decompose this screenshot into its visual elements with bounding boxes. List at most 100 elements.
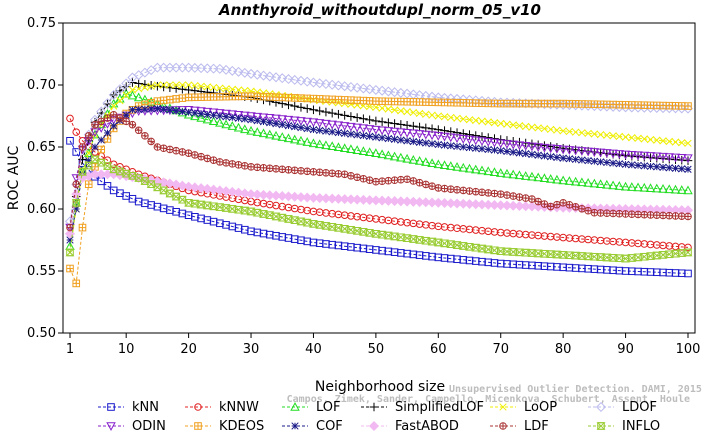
data-point <box>389 87 400 98</box>
data-point <box>658 152 668 162</box>
legend-item: kNNW <box>185 400 259 415</box>
data-point <box>291 123 299 131</box>
data-point <box>133 92 144 102</box>
data-point <box>395 196 406 207</box>
data-point <box>545 174 556 183</box>
data-point <box>584 129 592 138</box>
data-point <box>478 117 486 125</box>
series-KDEOS <box>66 92 692 288</box>
data-point <box>277 73 288 84</box>
data-point <box>389 127 400 137</box>
data-point <box>71 199 81 207</box>
y-tick-label: 0.55 <box>27 264 56 279</box>
data-point <box>239 67 250 78</box>
data-point <box>358 146 369 156</box>
data-point <box>653 136 661 144</box>
data-point <box>347 130 355 138</box>
data-point <box>646 162 655 170</box>
data-point <box>684 165 692 173</box>
data-point <box>384 176 393 185</box>
data-point <box>414 130 425 139</box>
data-point <box>277 132 287 141</box>
data-point <box>240 162 249 170</box>
data-point <box>603 131 611 139</box>
data-point <box>378 104 386 112</box>
data-point <box>252 127 263 136</box>
data-point <box>683 154 693 164</box>
x-tick-label: 70 <box>492 342 509 357</box>
data-point <box>339 143 350 153</box>
data-point <box>484 189 493 197</box>
data-point <box>240 92 249 101</box>
data-point <box>321 140 331 150</box>
data-point <box>252 112 263 122</box>
data-point <box>658 251 668 259</box>
data-point <box>314 78 325 89</box>
data-point <box>515 149 524 157</box>
data-point <box>327 141 337 151</box>
data-point <box>197 110 205 118</box>
data-point <box>571 202 580 211</box>
legend-marker <box>499 422 507 430</box>
data-point <box>553 126 561 134</box>
data-point <box>114 84 125 95</box>
data-point <box>458 135 469 144</box>
data-point <box>614 150 625 159</box>
data-point <box>522 122 530 131</box>
legend-marker <box>194 422 202 430</box>
data-point <box>533 172 543 182</box>
data-point <box>103 114 112 122</box>
data-point <box>539 249 549 258</box>
x-tick-label: 80 <box>555 342 572 357</box>
data-point <box>172 95 180 103</box>
x-tick-label: 40 <box>305 342 322 357</box>
data-point <box>384 105 393 113</box>
data-point <box>465 116 474 124</box>
data-point <box>159 186 169 195</box>
data-point <box>495 139 506 149</box>
data-point <box>159 96 168 105</box>
data-point <box>633 253 643 262</box>
data-point <box>353 101 361 109</box>
data-point <box>265 114 275 123</box>
data-point <box>283 191 294 202</box>
legend-label: ODIN <box>132 419 166 434</box>
data-point <box>422 139 430 147</box>
data-point <box>233 110 244 120</box>
legend: kNN kNNW LOF SimplifiedLOF LoOP LDOF ODIN KDEOS… <box>98 400 660 434</box>
data-point <box>577 147 587 156</box>
data-point <box>533 143 543 152</box>
data-point <box>196 63 207 74</box>
data-point <box>189 182 200 193</box>
data-point <box>265 129 275 139</box>
data-point <box>465 243 475 251</box>
data-point <box>433 159 444 169</box>
data-point <box>664 153 675 162</box>
data-point <box>259 164 268 172</box>
data-point <box>403 175 411 184</box>
data-point <box>503 147 511 156</box>
data-point <box>664 184 675 194</box>
data-point <box>495 168 506 177</box>
data-point <box>546 202 555 211</box>
data-point <box>128 120 137 129</box>
data-point <box>621 210 630 218</box>
data-point <box>334 169 343 178</box>
data-point <box>216 84 224 92</box>
data-point <box>453 142 461 151</box>
data-point <box>184 199 194 207</box>
data-point <box>684 243 692 252</box>
data-point <box>397 107 405 115</box>
data-point <box>284 93 293 102</box>
data-point <box>272 165 280 173</box>
data-point <box>390 119 399 128</box>
data-point <box>327 193 338 204</box>
data-point <box>166 106 174 114</box>
data-point <box>164 178 175 189</box>
data-point <box>645 183 656 192</box>
data-point <box>208 108 219 118</box>
data-point <box>639 151 650 161</box>
data-point <box>116 114 124 122</box>
data-point <box>153 104 162 113</box>
data-point <box>545 144 556 154</box>
